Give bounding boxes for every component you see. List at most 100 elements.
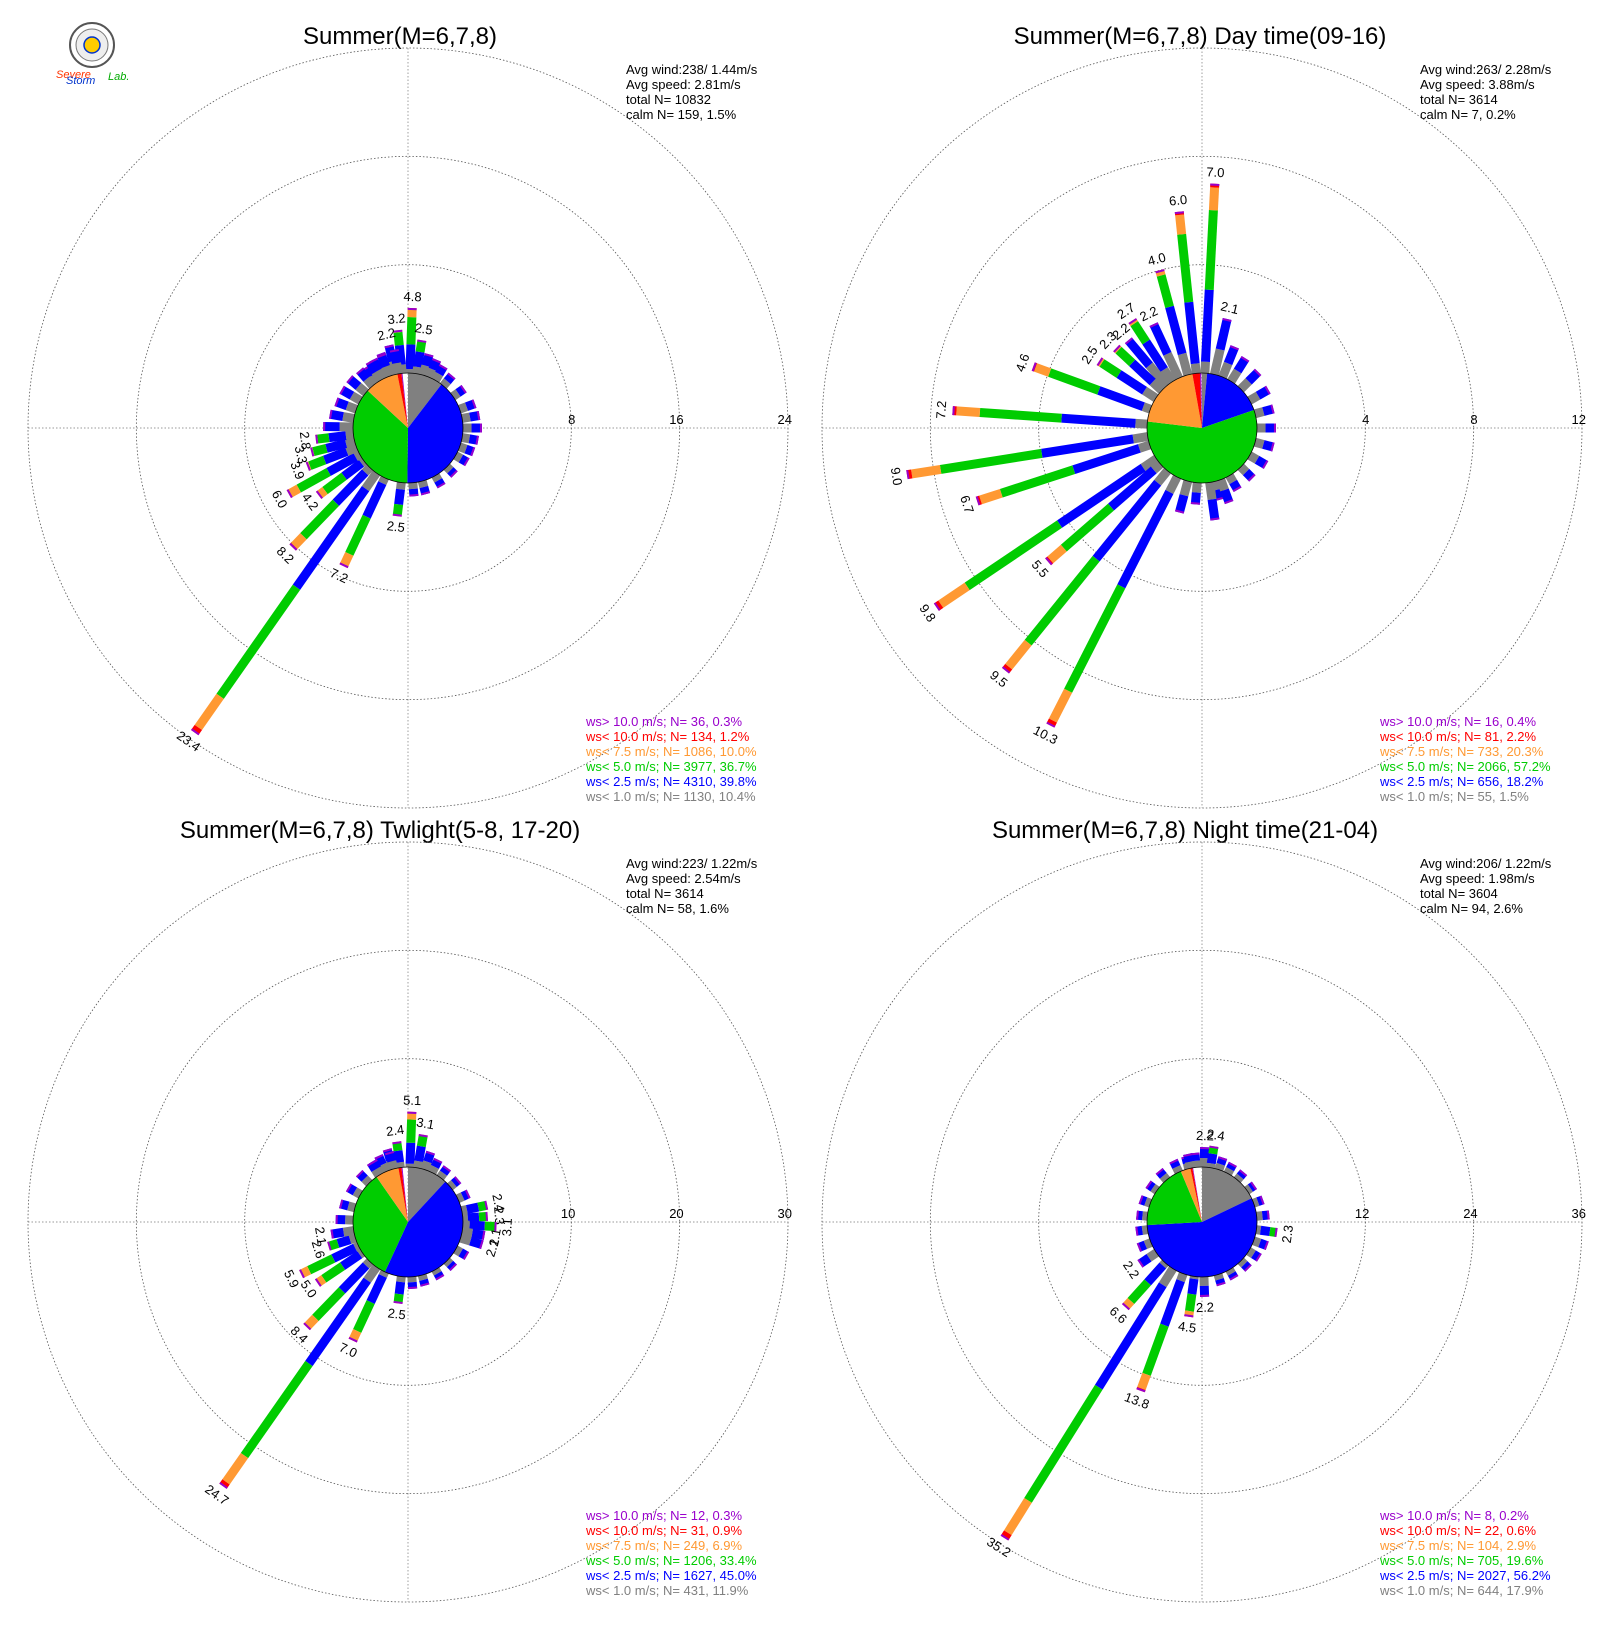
bar-5 (374, 1154, 390, 1174)
bar-segment (1156, 274, 1174, 309)
wind-rose-panel-1: Summer(M=6,7,8) 8 16 24 Avg wind:238/ 1.44m/… (27, 23, 792, 809)
bar-segment (414, 1145, 426, 1163)
bar-tip (471, 399, 477, 409)
bar-tip (464, 1189, 471, 1199)
bar-segment (296, 468, 331, 493)
bar-segment (345, 430, 354, 441)
panel-title: Summer(M=6,7,8) (303, 23, 497, 50)
bar-segment (1247, 451, 1260, 464)
bar-segment (1179, 479, 1193, 497)
bar-segment (292, 486, 370, 590)
bar-segment (393, 1150, 405, 1164)
pie-slice-4 (367, 374, 408, 428)
bar-segment (353, 1300, 375, 1333)
bar-segment (436, 1170, 448, 1181)
stat-total: total N= 3604 (1420, 886, 1498, 901)
bar-segment (1057, 463, 1146, 528)
bar-21 (417, 479, 431, 496)
bar-segment (1150, 460, 1164, 474)
bar-31: 2.8 (297, 430, 354, 450)
bar-segment (1146, 1249, 1159, 1262)
bar-33 (329, 409, 355, 423)
bar-segment (1184, 301, 1200, 365)
pie-outline (352, 372, 464, 484)
bar-segment (312, 1287, 346, 1321)
bar-26: 5.0 (298, 1249, 365, 1301)
bar-segment (484, 1221, 496, 1232)
bar-tip (1250, 1181, 1258, 1191)
bar-28: 6.0 (269, 450, 363, 511)
ring-1 (244, 1058, 572, 1386)
bar-segment (1200, 289, 1214, 362)
bar-segment (415, 341, 427, 353)
bar-segment (447, 1180, 457, 1191)
pie-outline (1146, 372, 1258, 484)
bar-tip (1264, 385, 1271, 395)
stat-avg-wind: Avg wind:223/ 1.22m/s (626, 856, 758, 871)
bar-tip (1239, 1169, 1248, 1177)
bar-segment (344, 436, 356, 448)
bar-segment (341, 459, 365, 480)
bar-segment (1117, 489, 1174, 589)
bar-segment (378, 475, 389, 486)
bar-tip (219, 1482, 228, 1489)
bar-segment (1245, 368, 1262, 385)
bar-1: 5.1 (403, 1093, 422, 1168)
bar-39 (377, 353, 394, 378)
bar-segment (362, 1258, 374, 1269)
bar-tip (1149, 322, 1159, 328)
wind-rose-panel-3: Summer(M=6,7,8) Twlight(5-8, 17-20) 10 20 3… (27, 817, 792, 1603)
bar-value-label: 2.6 (309, 1239, 329, 1261)
bar-segment (194, 693, 224, 731)
bar-value-label: 2.7 (1114, 300, 1137, 322)
ring-1 (1038, 1058, 1366, 1386)
bar-segment (325, 439, 348, 453)
pie-slice-2 (407, 384, 464, 483)
bar-segment (1158, 1266, 1177, 1288)
bar-11: 2.3 (1255, 1224, 1296, 1244)
bar-tip (1155, 269, 1165, 274)
bar-segment (1124, 337, 1153, 369)
bar-tip (975, 496, 981, 506)
bar-tip (1145, 1180, 1153, 1190)
bar-segment (1185, 1293, 1197, 1312)
bar-segment (405, 344, 416, 370)
bar-segment (1127, 1279, 1151, 1304)
bar-segment (1137, 1372, 1151, 1390)
bar-segment (459, 1233, 472, 1246)
bar-segment (348, 1233, 357, 1245)
pie-slice-2 (1147, 1198, 1257, 1277)
bar-segment (1237, 463, 1250, 476)
bar-9: 2.5 (1078, 343, 1159, 402)
bar-tip (438, 364, 448, 371)
pie-slice-1 (408, 373, 442, 428)
bar-segment (939, 448, 1043, 474)
bar-segment (1041, 434, 1134, 458)
bar-segment (305, 1277, 371, 1367)
bar-12 (450, 384, 467, 401)
bar-segment (1154, 467, 1171, 486)
bar-27: 4.2 (299, 457, 367, 513)
bar-30: 3.3 (292, 436, 356, 465)
bar-tip (377, 353, 387, 359)
bar-28 (1211, 479, 1226, 501)
bar-tip (374, 1154, 384, 1160)
bar-13 (1246, 1247, 1262, 1262)
bar-value-label: 2.5 (1078, 343, 1100, 366)
bar-tip (1045, 557, 1053, 566)
legend-entry-2: ws< 10.0 m/s; N= 31, 0.9% (585, 1523, 743, 1538)
bar-value-label: 3.1 (499, 1218, 515, 1237)
bar-segment (1233, 1173, 1244, 1183)
bar-tip (431, 358, 442, 364)
speed-legend: ws> 10.0 m/s; N= 12, 0.3%ws< 10.0 m/s; N… (585, 1508, 757, 1598)
bar-17: 2.2 (1196, 1276, 1214, 1315)
logo-text-lab: Lab. (108, 71, 129, 83)
bar-10 (1256, 1210, 1270, 1221)
bar-tip (1136, 1387, 1146, 1393)
bar-tip (1113, 344, 1121, 353)
bar-segment (1141, 1211, 1148, 1221)
bar-segment (461, 1227, 474, 1238)
bar-tip (1136, 1242, 1142, 1252)
legend-entry-5: ws< 2.5 m/s; N= 4310, 39.8% (585, 774, 757, 789)
bar-segment (1004, 1498, 1032, 1536)
